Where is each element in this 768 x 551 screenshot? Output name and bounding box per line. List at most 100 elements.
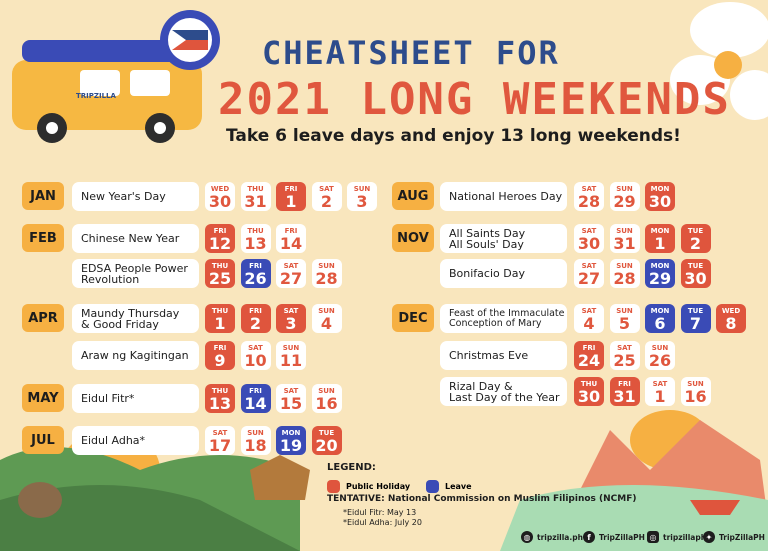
weekday: WED <box>210 185 230 193</box>
date-chip-plain: SUN 31 <box>609 224 640 253</box>
day-number: 16 <box>684 387 707 406</box>
social-label: tripzillaph <box>663 532 707 542</box>
day-number: 13 <box>208 394 232 413</box>
weekday: SAT <box>283 307 299 315</box>
day-number: 14 <box>279 234 303 253</box>
date-chip-plain: SUN 3 <box>347 182 377 211</box>
day-number: 28 <box>613 269 636 288</box>
weekday: SUN <box>651 344 669 352</box>
weekday: MON <box>650 185 670 193</box>
weekday: THU <box>211 387 229 395</box>
social-twitter[interactable]: ✦ TripZillaPH <box>703 531 765 543</box>
social-website[interactable]: ◍ tripzilla.ph <box>521 531 583 543</box>
weekday: THU <box>247 227 264 235</box>
weekday: SAT <box>248 344 263 352</box>
leave-swatch <box>426 480 439 493</box>
date-chip-holiday: FRI 1 <box>276 182 306 211</box>
date-chip-leave: MON 19 <box>276 426 306 455</box>
day-number: 27 <box>577 269 601 288</box>
day-number: 5 <box>618 314 631 333</box>
holiday-name: Bonifacio Day <box>440 259 567 288</box>
day-number: 30 <box>684 269 707 288</box>
month-badge-may: MAY <box>22 384 64 412</box>
date-chip-holiday: THU 30 <box>574 377 604 406</box>
date-chip-plain: THU 31 <box>240 182 271 211</box>
date-chip-holiday: FRI 31 <box>609 377 640 406</box>
weekday: THU <box>211 262 229 270</box>
date-chip-holiday: TUE 2 <box>680 224 711 253</box>
date-chip-leave: TUE 7 <box>680 304 711 333</box>
date-chip-holiday: FRI 12 <box>205 224 235 253</box>
day-number: 9 <box>214 351 226 370</box>
jeepney-illustration <box>12 10 220 143</box>
day-number: 27 <box>279 269 303 288</box>
day-number: 30 <box>577 387 601 406</box>
public-holiday-swatch <box>327 480 340 493</box>
day-number: 3 <box>356 192 368 211</box>
weekday: SAT <box>319 185 334 193</box>
weekday: FRI <box>618 380 631 388</box>
date-chip-plain: SAT 27 <box>276 259 306 288</box>
date-chip-plain: SUN 28 <box>311 259 342 288</box>
weekday: SAT <box>283 262 299 270</box>
holiday-name: Rizal Day & Last Day of the Year <box>440 377 567 406</box>
tentative-note: TENTATIVE: National Commission on Muslim… <box>327 494 637 504</box>
weekday: SUN <box>247 429 264 437</box>
date-chip-plain: SAT 1 <box>645 377 675 406</box>
weekday: TUE <box>687 307 704 315</box>
weekday: FRI <box>249 307 262 315</box>
month-badge-jul: JUL <box>22 426 64 454</box>
title-line-1: CHEATSHEET FOR <box>262 34 560 72</box>
date-chip-plain: SUN 11 <box>276 341 306 370</box>
day-number: 10 <box>244 351 267 370</box>
day-number: 31 <box>613 234 636 253</box>
date-chip-plain: SUN 29 <box>609 182 640 211</box>
day-number: 16 <box>315 394 338 413</box>
date-chip-plain: FRI 14 <box>276 224 306 253</box>
legend-label: Leave <box>445 482 472 491</box>
holiday-name: EDSA People Power Revolution <box>72 259 199 288</box>
day-number: 17 <box>208 436 232 455</box>
day-number: 2 <box>249 314 262 333</box>
globe-icon: ◍ <box>521 531 533 543</box>
day-number: 20 <box>315 436 338 455</box>
weekday: THU <box>580 380 598 388</box>
weekday: FRI <box>582 344 596 352</box>
date-chip-plain: THU 13 <box>240 224 271 253</box>
weekday: SUN <box>687 380 704 388</box>
day-number: 31 <box>613 387 636 406</box>
holiday-name: Christmas Eve <box>440 341 567 370</box>
date-chip-plain: SUN 28 <box>609 259 640 288</box>
holiday-name: Feast of the Immaculate Conception of Ma… <box>440 304 567 333</box>
day-number: 2 <box>320 192 333 211</box>
date-chip-leave: MON 29 <box>645 259 675 288</box>
weekday: FRI <box>284 227 298 235</box>
month-badge-aug: AUG <box>392 182 434 210</box>
date-chip-plain: SAT 30 <box>574 224 604 253</box>
social-facebook[interactable]: f TripZillaPH <box>583 531 645 543</box>
day-number: 30 <box>208 192 232 211</box>
date-chip-holiday: THU 1 <box>205 304 235 333</box>
date-chip-holiday: FRI 2 <box>240 304 271 333</box>
day-number: 7 <box>689 314 702 333</box>
holiday-name: Eidul Adha* <box>72 426 199 455</box>
day-number: 1 <box>214 314 226 333</box>
date-chip-holiday: TUE 30 <box>680 259 711 288</box>
day-number: 19 <box>279 436 303 455</box>
month-badge-feb: FEB <box>22 224 64 252</box>
date-chip-plain: SUN 4 <box>311 304 342 333</box>
facebook-icon: f <box>583 531 595 543</box>
holiday-name: Eidul Fitr* <box>72 384 199 413</box>
day-number: 29 <box>648 269 672 288</box>
date-chip-holiday: MON 1 <box>645 224 675 253</box>
social-instagram[interactable]: ◎ tripzillaph <box>647 531 706 543</box>
day-number: 4 <box>583 314 595 333</box>
day-number: 1 <box>654 234 666 253</box>
weekday: SAT <box>581 185 597 193</box>
hills-illustration <box>0 410 768 551</box>
weekday: TUE <box>687 262 704 270</box>
weekday: MON <box>650 307 670 315</box>
title-line-2: 2021 LONG WEEKENDS <box>218 74 731 125</box>
weekday: SUN <box>318 307 335 315</box>
